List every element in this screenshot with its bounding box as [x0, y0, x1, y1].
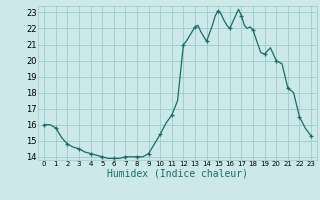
X-axis label: Humidex (Indice chaleur): Humidex (Indice chaleur) — [107, 169, 248, 179]
